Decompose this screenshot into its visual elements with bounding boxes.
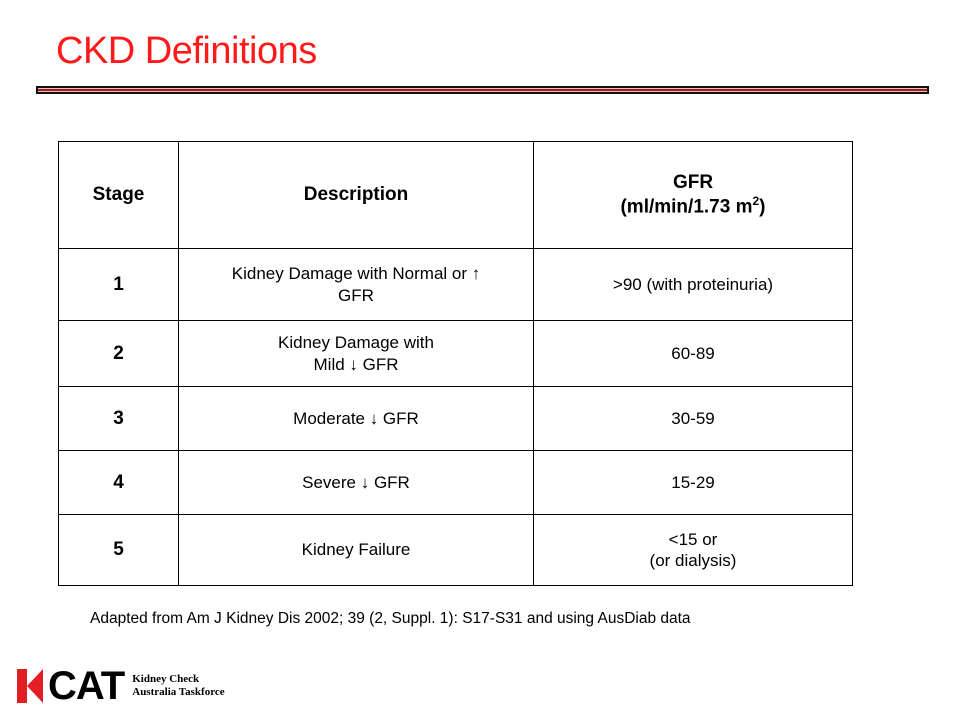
table-row: 5 Kidney Failure <15 or (or dialysis) — [58, 514, 853, 586]
stage-cell: 3 — [58, 386, 179, 451]
gfr-line: >90 (with proteinuria) — [612, 274, 774, 294]
gfr-cell: <15 or (or dialysis) — [533, 514, 853, 586]
logo-mark: CAT — [14, 664, 125, 708]
description-cell: Moderate ↓ GFR — [178, 386, 534, 451]
source-footnote: Adapted from Am J Kidney Dis 2002; 39 (2… — [90, 610, 691, 627]
header-gfr-unit: (ml/min/1.73 m — [620, 196, 753, 218]
description-cell: Kidney Damage with Mild ↓ GFR — [178, 320, 534, 387]
header-description: Description — [178, 141, 534, 249]
ckd-stages-table: Stage Description GFR (ml/min/1.73 m2) 1… — [58, 141, 853, 586]
description-cell: Kidney Damage with Normal or ↑ GFR — [178, 248, 534, 321]
description-line: Kidney Damage with — [278, 333, 434, 353]
logo-line2: Australia Taskforce — [132, 686, 225, 698]
header-gfr-line2: (ml/min/1.73 m2) — [534, 194, 852, 218]
logo-line1: Kidney Check — [132, 673, 200, 686]
gfr-cell: 15-29 — [533, 450, 853, 515]
stage-cell: 4 — [58, 450, 179, 515]
description-line: Severe ↓ GFR — [302, 472, 410, 492]
header-gfr: GFR (ml/min/1.73 m2) — [533, 141, 853, 249]
gfr-line: <15 or — [668, 529, 718, 549]
gfr-line: (or dialysis) — [649, 551, 737, 570]
gfr-line: 60-89 — [671, 343, 715, 363]
stage-cell: 2 — [58, 320, 179, 387]
description-cell: Severe ↓ GFR — [178, 450, 534, 515]
gfr-cell: 60-89 — [533, 320, 853, 387]
description-line: GFR — [338, 285, 374, 305]
header-stage: Stage — [58, 141, 179, 249]
table-row: 3 Moderate ↓ GFR 30-59 — [58, 386, 853, 451]
table-row: 1 Kidney Damage with Normal or ↑ GFR >90… — [58, 248, 853, 321]
table-row: 2 Kidney Damage with Mild ↓ GFR 60-89 — [58, 320, 853, 387]
table-header-row: Stage Description GFR (ml/min/1.73 m2) — [58, 141, 853, 249]
gfr-cell: >90 (with proteinuria) — [533, 248, 853, 321]
gfr-line: 15-29 — [671, 472, 715, 492]
table-row: 4 Severe ↓ GFR 15-29 — [58, 450, 853, 515]
description-line: Kidney Damage with Normal or ↑ — [231, 264, 481, 284]
logo-wordmark: CAT — [48, 664, 125, 708]
header-gfr-close: ) — [759, 196, 766, 218]
header-gfr-line1: GFR — [672, 171, 714, 193]
gfr-cell: 30-59 — [533, 386, 853, 451]
description-line: Kidney Failure — [301, 540, 411, 560]
kcat-logo: CAT Kidney Check Australia Taskforce — [14, 666, 225, 706]
title-divider — [36, 86, 929, 94]
description-line: Moderate ↓ GFR — [293, 408, 419, 428]
logo-tagline: Kidney Check Australia Taskforce — [132, 673, 224, 698]
description-line: Mild ↓ GFR — [313, 354, 399, 374]
logo-k-icon — [14, 667, 48, 705]
slide-title: CKD Definitions — [56, 30, 317, 72]
description-cell: Kidney Failure — [178, 514, 534, 586]
stage-cell: 1 — [58, 248, 179, 321]
gfr-line: 30-59 — [671, 408, 715, 428]
header-gfr-superscript: 2 — [752, 193, 760, 208]
stage-cell: 5 — [58, 514, 179, 586]
